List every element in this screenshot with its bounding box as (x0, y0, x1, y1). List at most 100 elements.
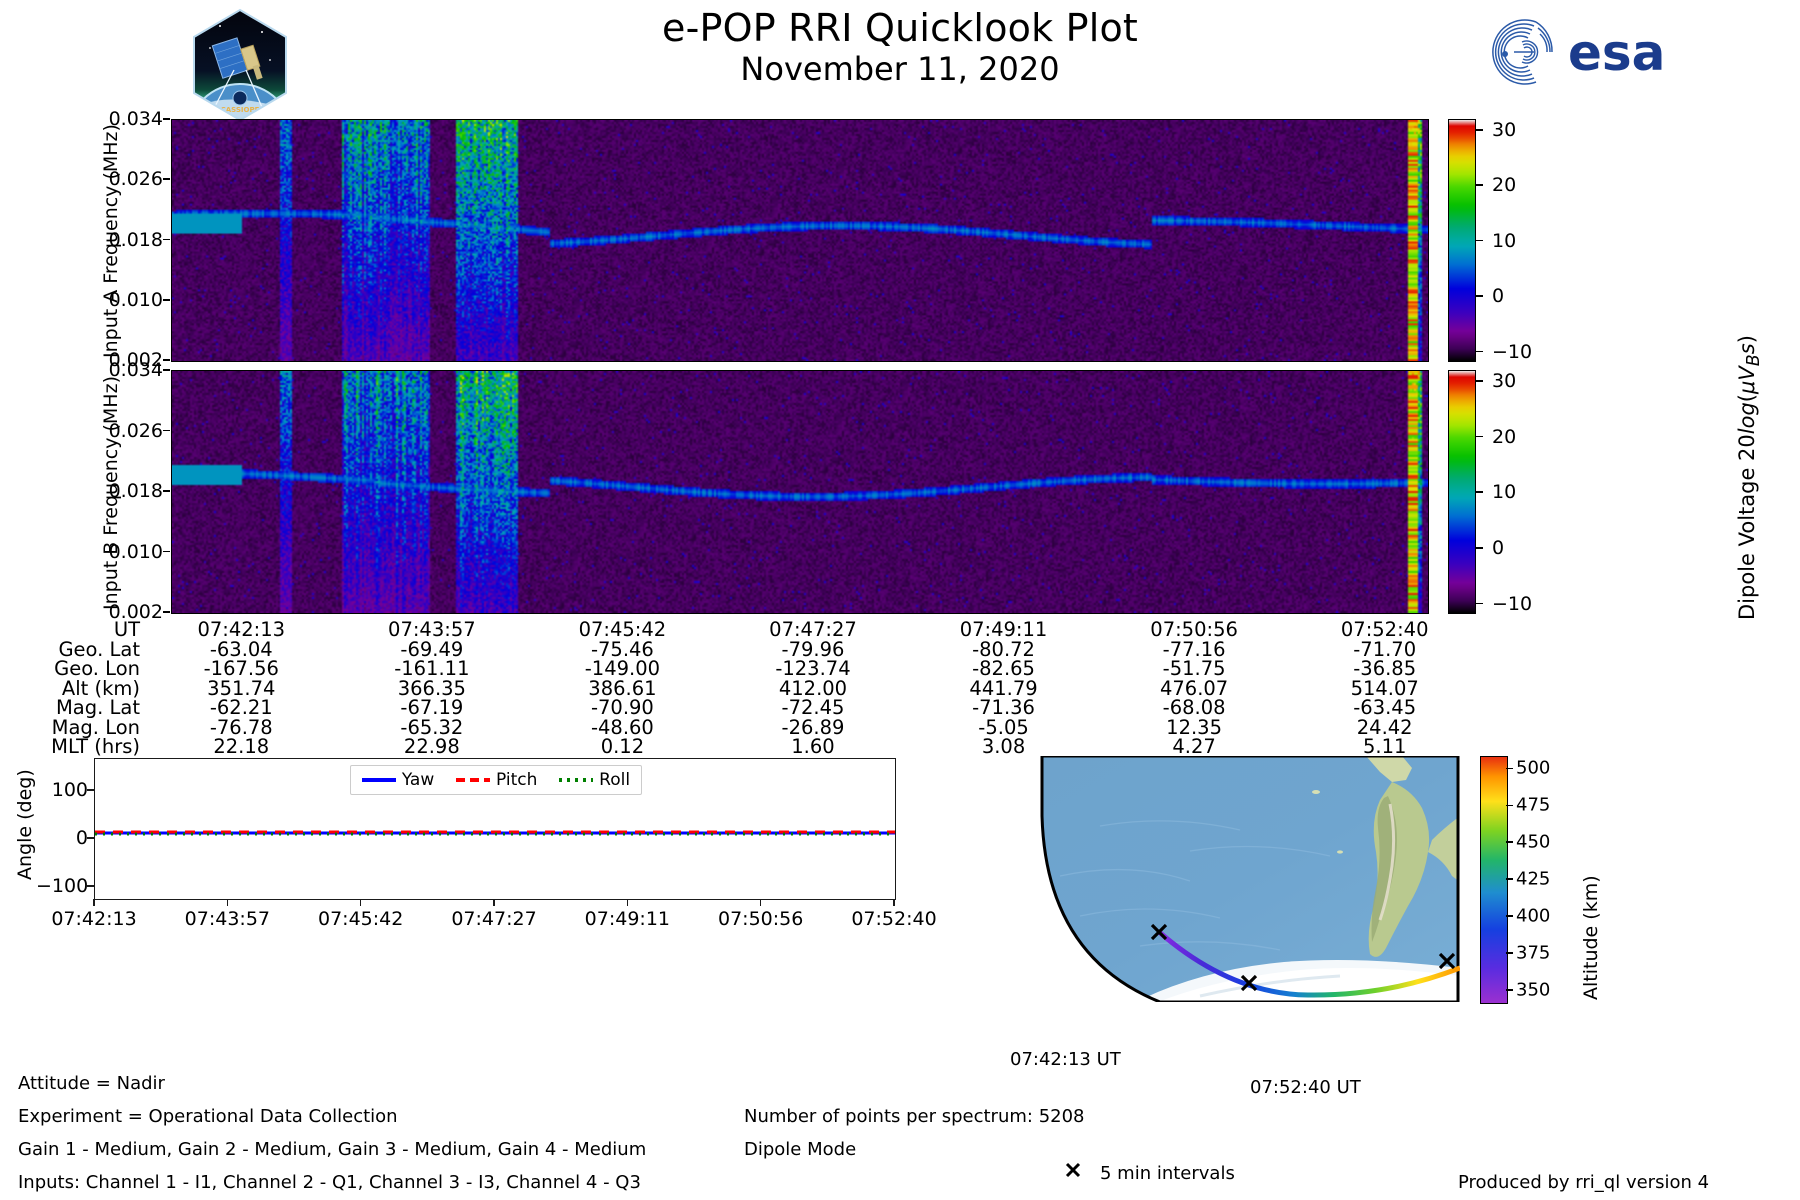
y-tick-mark (163, 298, 170, 301)
legend-item-yaw: Yaw (361, 770, 434, 790)
colorbar-tick-mark (1476, 602, 1483, 605)
table-cell: -26.89 (781, 715, 845, 739)
pitch-swatch (456, 778, 491, 782)
altitude-tick-label: 375 (1516, 942, 1551, 964)
footer-produced-by: Produced by rri_ql version 4 (1458, 1172, 1710, 1193)
table-cell: -69.49 (400, 637, 464, 661)
y-tick-mark (163, 490, 170, 492)
y-tick-mark (163, 359, 170, 361)
y-tick-label: 0.018 (108, 480, 163, 502)
cassiope-logo: CASSIOPE (190, 8, 290, 122)
y-tick-label: 0.026 (108, 419, 163, 442)
input-b-colorbar (1448, 370, 1476, 614)
table-row-label: Mag. Lon (51, 715, 140, 739)
y-tick-mark (163, 550, 170, 553)
table-cell: -149.00 (584, 657, 661, 680)
colorbar-tick-mark (1476, 295, 1483, 297)
input-a-spectrogram-canvas (172, 120, 1428, 361)
y-tick-label: 0.010 (108, 540, 163, 563)
table-cell: -62.21 (209, 696, 273, 719)
legend-label-pitch: Pitch (496, 770, 538, 790)
attitude-x-tick-label: 07:43:57 (184, 908, 270, 930)
y-tick-mark (163, 611, 170, 613)
ground-track-map-svg (1040, 756, 1460, 1002)
table-row-label: MLT (hrs) (51, 735, 140, 758)
colorbar-tick-label: 0 (1492, 536, 1505, 559)
table-cell: -82.65 (972, 657, 1035, 680)
attitude-legend: Yaw Pitch Roll (350, 765, 642, 795)
table-row-label: Mag. Lat (55, 696, 140, 719)
input-a-colorbar (1448, 119, 1476, 362)
table-cell: -123.74 (775, 657, 851, 680)
table-cell: 4.27 (1172, 735, 1216, 758)
table-cell: -5.05 (978, 715, 1029, 739)
table-row: Mag. Lon -76.78 -65.32 -48.60 -26.89 -5.05 12.… (0, 715, 1480, 739)
attitude-x-tick-label: 07:50:56 (717, 908, 804, 930)
altitude-tick-label: 475 (1516, 794, 1551, 816)
table-cell: -79.96 (781, 637, 845, 661)
interval-markers (1150, 923, 1456, 992)
altitude-colorbar (1480, 756, 1508, 1004)
input-a-spectrogram[interactable] (171, 119, 1429, 362)
attitude-y-tick-label: 0 (75, 827, 88, 849)
altitude-tick-mark (1506, 915, 1513, 917)
ground-track-map[interactable] (1040, 756, 1460, 1002)
altitude-tick-label: 425 (1516, 868, 1551, 890)
table-cell: 3.08 (981, 735, 1026, 758)
colorbar-tick-mark (1476, 350, 1483, 353)
colorbar-tick-label: 10 (1492, 481, 1517, 504)
colorbar-tick-label: 30 (1492, 118, 1517, 141)
footer-inputs: Inputs: Channel 1 - I1, Channel 2 - Q1, … (18, 1172, 641, 1193)
table-row-label: Geo. Lon (54, 657, 140, 680)
table-cell: 5.11 (1362, 735, 1407, 758)
table-cell: 514.07 (1350, 676, 1419, 700)
svg-text:CASSIOPE: CASSIOPE (221, 106, 260, 114)
altitude-tick-mark (1506, 804, 1513, 806)
colorbar-tick-label: −10 (1492, 340, 1533, 363)
attitude-x-tick-mark (359, 899, 362, 906)
attitude-x-tick-mark (759, 899, 762, 906)
altitude-tick-label: 350 (1516, 979, 1551, 1001)
table-row: Geo. Lat -63.04 -69.49 -75.46 -79.96 -80.72 -7… (0, 637, 1480, 661)
altitude-colorbar-label: Altitude (km) (1580, 875, 1602, 1000)
page-title: e-POP RRI Quicklook Plot (661, 6, 1138, 50)
table-row: Mag. Lat -62.21 -67.19 -70.90 -72.45 -71.36 -6… (0, 698, 1480, 718)
table-cell: 07:50:56 (1150, 618, 1238, 641)
table-cell: -63.45 (1353, 696, 1417, 719)
y-tick-label: 0.002 (108, 349, 163, 371)
attitude-y-tick-label: −100 (36, 875, 89, 897)
table-cell: 07:49:11 (959, 618, 1048, 641)
table-cell: -72.45 (781, 696, 845, 719)
table-cell: -77.16 (1162, 637, 1226, 661)
table-cell: 07:52:40 (1340, 618, 1429, 641)
map-start-label: 07:42:13 UT (1010, 1049, 1121, 1070)
attitude-x-tick-mark (493, 899, 495, 906)
attitude-y-tick-mark (87, 789, 94, 791)
table-cell: -71.70 (1353, 637, 1417, 661)
colorbar-tick-label: −10 (1492, 592, 1533, 615)
table-row-label: UT (113, 618, 140, 641)
altitude-tick-mark (1506, 989, 1513, 991)
attitude-x-tick-label: 07:45:42 (317, 908, 404, 930)
table-cell: -71.36 (972, 696, 1035, 719)
colorbar-tick-label: 20 (1492, 174, 1517, 197)
table-cell: -63.04 (209, 637, 273, 661)
table-cell: 24.42 (1356, 715, 1413, 739)
table-cell: -51.75 (1162, 657, 1226, 680)
svg-text:esa: esa (1568, 24, 1665, 82)
table-cell: 0.12 (600, 735, 645, 758)
table-cell: 386.61 (588, 676, 657, 700)
table-cell: 07:45:42 (578, 618, 667, 641)
legend-label-roll: Roll (599, 770, 631, 790)
table-cell: 412.00 (778, 676, 848, 700)
legend-item-roll: Roll (559, 770, 630, 790)
table-cell: 441.79 (969, 676, 1038, 700)
colorbar-tick-mark (1476, 239, 1483, 242)
input-b-spectrogram[interactable] (171, 370, 1429, 614)
table-cell: 1.60 (791, 735, 835, 758)
table-cell: -161.11 (394, 657, 470, 680)
roll-swatch (559, 778, 594, 782)
table-row: UT 07:42:13 07:43:57 07:45:42 07:47:27 07:49:… (0, 620, 1480, 640)
table-cell: -70.90 (590, 696, 654, 719)
table-cell: 07:47:27 (769, 618, 857, 641)
